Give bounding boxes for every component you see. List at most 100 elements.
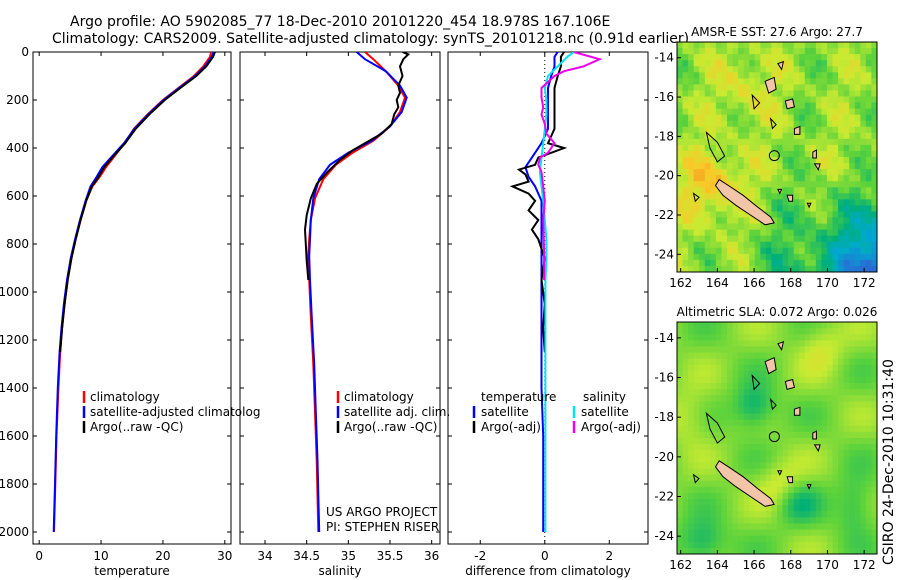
- sla-map-cell: [749, 346, 756, 354]
- sst-map-cell: [710, 42, 717, 49]
- sla-map-cell: [727, 505, 734, 512]
- sst-map-cell: [782, 60, 789, 67]
- sst-map-cell: [804, 114, 811, 122]
- sst-map-cell: [865, 78, 873, 85]
- sla-map-cell: [832, 541, 839, 549]
- sla-map-cell: [738, 450, 745, 457]
- sla-map-cell: [749, 456, 756, 464]
- sla-map-cell: [743, 322, 750, 329]
- sla-map-cell: [827, 364, 834, 372]
- sla-map-cell: [754, 511, 761, 518]
- sst-map-cell: [788, 138, 795, 146]
- sst-map-cell: [815, 205, 823, 213]
- sst-map-cell: [815, 187, 823, 194]
- sst-map-cell: [704, 114, 711, 122]
- sla-map-cell: [727, 541, 734, 549]
- sla-map-cell: [749, 517, 756, 525]
- sst-map-cell: [677, 241, 684, 249]
- sla-map-cell: [799, 523, 806, 531]
- sst-map-cell: [688, 108, 695, 116]
- sst-map-cell: [765, 247, 773, 255]
- sla-map-cell: [738, 389, 745, 396]
- sst-map-cell: [821, 90, 828, 98]
- sst-map-cell: [788, 217, 795, 225]
- sla-map-cell: [793, 401, 800, 409]
- sst-map-cell: [860, 114, 867, 122]
- sla-map-cell: [838, 511, 845, 518]
- sla-map-cell: [804, 364, 811, 372]
- sst-map-cell: [704, 132, 711, 140]
- sla-map-cell: [715, 499, 723, 506]
- sla-map-cell: [871, 474, 877, 482]
- sst-map-cell: [777, 157, 784, 164]
- sst-map-cell: [721, 126, 728, 134]
- sla-map-cell: [871, 450, 877, 457]
- sla-map-cell: [710, 499, 717, 506]
- sla-map-cell: [682, 468, 689, 476]
- sst-map-cell: [738, 187, 745, 194]
- sla-map-cell: [688, 547, 695, 554]
- sst-map-cell: [777, 78, 784, 85]
- sla-map-cell: [804, 419, 811, 427]
- sst-map-cell: [865, 169, 873, 176]
- sst-map-cell: [854, 150, 861, 158]
- sst-map-cell: [715, 223, 723, 231]
- sst-map-cell: [682, 175, 689, 182]
- sst-map-cell: [743, 108, 750, 116]
- sst-map-cell: [738, 175, 745, 182]
- sst-map-cell: [699, 181, 706, 188]
- sst-map-cell: [710, 193, 717, 200]
- sst-map-cell: [743, 120, 750, 128]
- sst-map-cell: [699, 157, 706, 164]
- sst-map-cell: [871, 144, 877, 152]
- sla-map-cell: [832, 395, 839, 402]
- sst-map-cell: [854, 265, 861, 272]
- sla-map-cell: [732, 517, 739, 525]
- sla-map-cell: [804, 480, 811, 488]
- sla-map-cell: [782, 462, 789, 470]
- sla-map-cell: [810, 389, 817, 396]
- sla-map-cell: [810, 419, 817, 427]
- sst-map-cell: [699, 150, 706, 158]
- sst-map-cell: [699, 108, 706, 116]
- sst-map-cell: [865, 235, 873, 243]
- sla-map-cell: [699, 535, 706, 543]
- sst-map-cell: [710, 265, 717, 272]
- sst-map-cell: [860, 181, 867, 188]
- sla-map-cell: [704, 523, 711, 531]
- sst-map-cell: [732, 60, 739, 67]
- sla-map-cell: [721, 444, 728, 451]
- sst-map-cell: [838, 211, 845, 219]
- sst-map-cell: [777, 223, 784, 231]
- sst-map-cell: [793, 84, 800, 92]
- sla-map-cell: [677, 328, 684, 335]
- sst-map-cell: [799, 126, 806, 134]
- sla-map-cell: [732, 413, 739, 421]
- sst-map-cell: [765, 205, 773, 213]
- sst-map-cell: [821, 181, 828, 188]
- sla-map-cell: [721, 407, 728, 415]
- sst-map-cell: [765, 42, 773, 49]
- sla-map-loyalty-island: [806, 484, 812, 490]
- sst-map-cell: [727, 114, 734, 122]
- sst-map-cell: [710, 211, 717, 219]
- sla-map-cell: [732, 462, 739, 470]
- sst-map-cell: [749, 187, 756, 194]
- sla-map-cell: [815, 401, 823, 409]
- sla-map-cell: [860, 486, 867, 494]
- sst-map-cell: [771, 187, 778, 194]
- sla-map-cell: [693, 334, 700, 341]
- sla-map-cell: [821, 346, 828, 354]
- sla-map-cell: [677, 523, 684, 531]
- sst-map-cell: [777, 217, 784, 225]
- sla-map-cell: [682, 352, 689, 360]
- sst-map-cell: [704, 241, 711, 249]
- sla-map-cell: [865, 419, 873, 427]
- sst-map-xtick-label: 168: [779, 276, 802, 290]
- sla-map-cell: [699, 511, 706, 518]
- sla-map-cell: [832, 462, 839, 470]
- sla-map-cell: [777, 486, 784, 494]
- sst-map-cell: [732, 150, 739, 158]
- sst-map-cell: [865, 60, 873, 67]
